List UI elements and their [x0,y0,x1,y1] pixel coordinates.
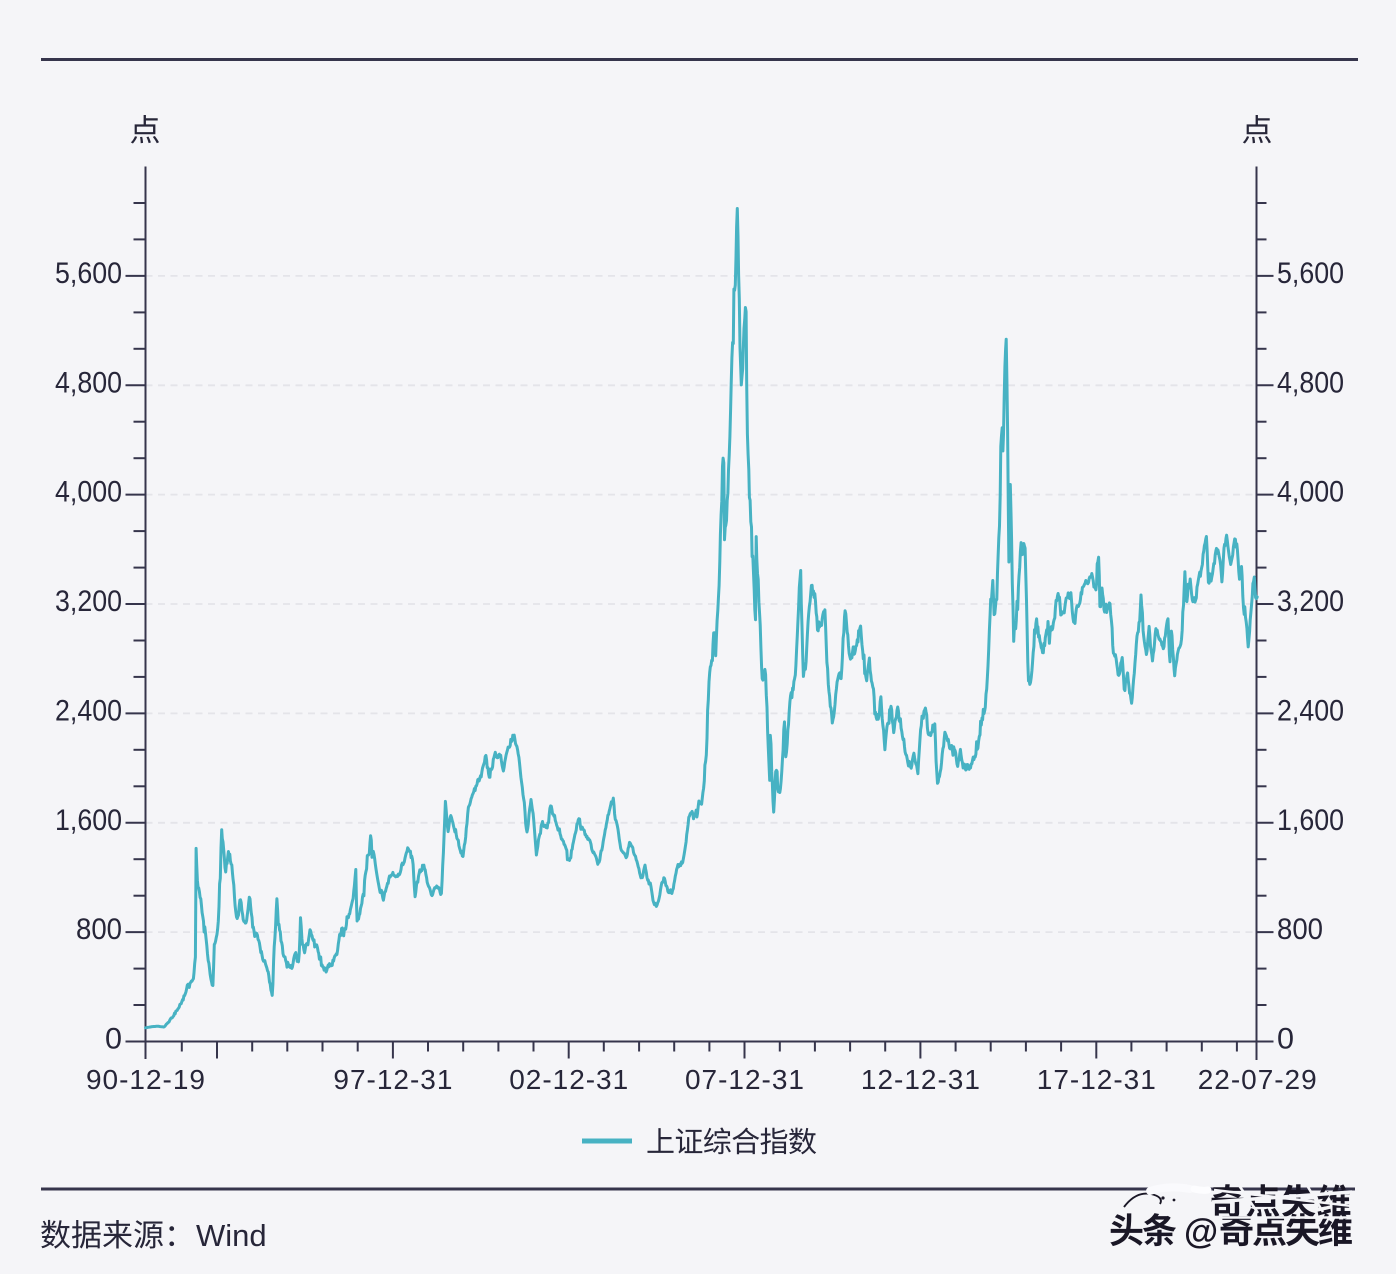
svg-text:0: 0 [1277,1023,1294,1056]
svg-text:2,400: 2,400 [55,694,122,727]
svg-text:4,800: 4,800 [55,366,122,399]
svg-text:5,600: 5,600 [55,257,122,290]
svg-text:1,600: 1,600 [1277,804,1344,837]
svg-text:4,000: 4,000 [55,476,122,509]
svg-text:22-07-29: 22-07-29 [1198,1064,1317,1095]
svg-text:1,600: 1,600 [55,804,122,837]
svg-text:12-12-31: 12-12-31 [861,1064,980,1095]
svg-text:90-12-19: 90-12-19 [86,1064,205,1095]
svg-text:4,800: 4,800 [1277,366,1344,399]
svg-text:07-12-31: 07-12-31 [685,1064,804,1095]
svg-text:0: 0 [105,1023,122,1056]
svg-text:17-12-31: 17-12-31 [1037,1064,1156,1095]
svg-text:800: 800 [1277,913,1323,946]
svg-text:4,000: 4,000 [1277,476,1344,509]
svg-text:3,200: 3,200 [1277,585,1344,618]
svg-text:97-12-31: 97-12-31 [333,1064,452,1095]
svg-text:5,600: 5,600 [1277,257,1344,290]
svg-text:800: 800 [76,913,122,946]
svg-text:2,400: 2,400 [1277,694,1344,727]
svg-text:Wind: Wind [196,1218,267,1253]
svg-text:02-12-31: 02-12-31 [509,1064,628,1095]
svg-text:3,200: 3,200 [55,585,122,618]
